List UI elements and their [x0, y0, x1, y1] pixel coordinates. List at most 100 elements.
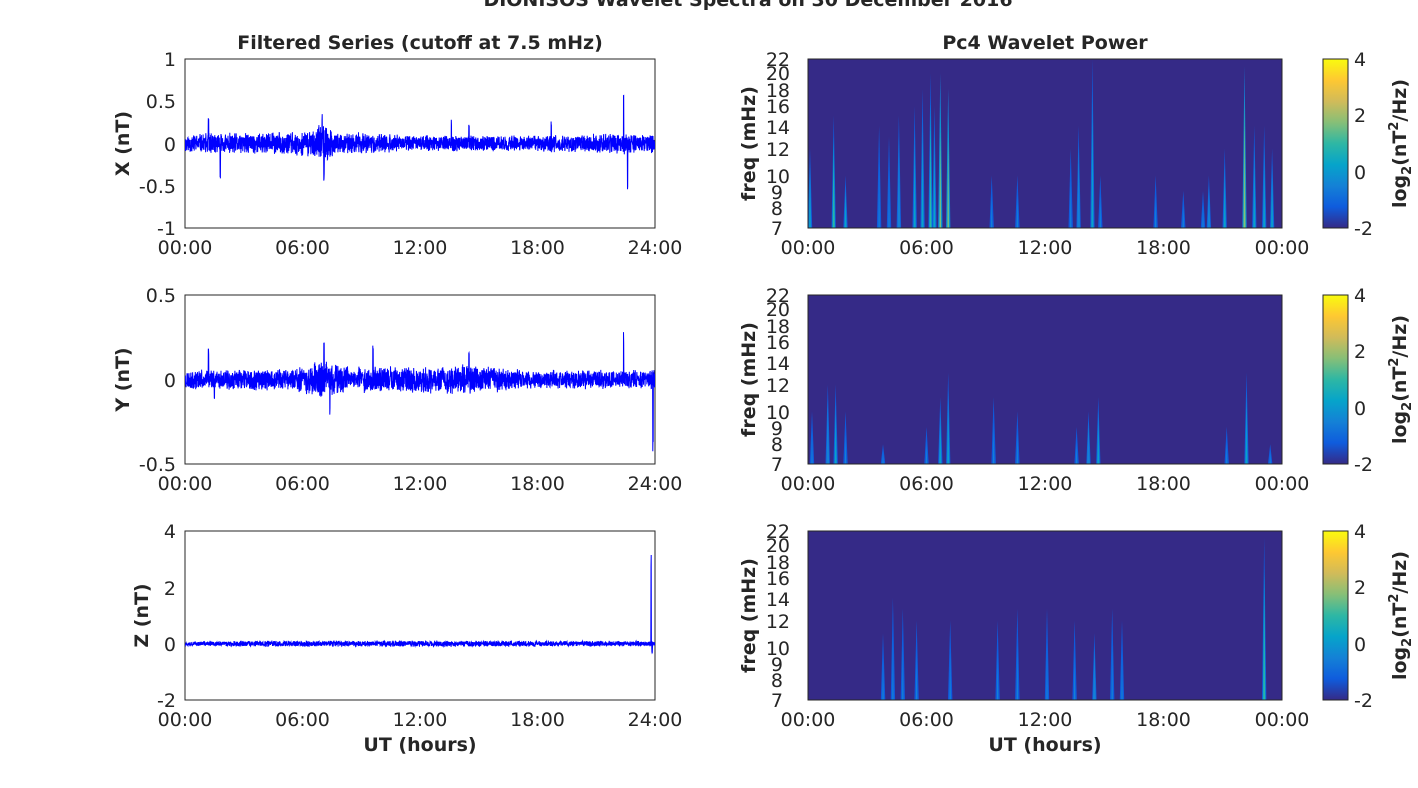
x-wavelet-panel: Pc4 Wavelet Power freq (mHz) 22 20 18 16…: [738, 32, 1415, 259]
x-colorbar-label: log2(nT2/Hz): [1387, 79, 1415, 208]
x-series-xtick: 24:00: [628, 237, 683, 259]
z-wavelet-ytick: 18: [766, 552, 790, 574]
y-series-xtick: 12:00: [393, 473, 448, 495]
wavelet-power-burst: [1075, 440, 1078, 464]
x-series-xtick: 00:00: [158, 237, 213, 259]
wavelet-power-burst: [882, 657, 884, 700]
z-wavelet-ytick: 14: [766, 589, 790, 611]
x-wavelet-yticks: 22 20 18 16 14 12 10 9 8 7: [766, 49, 790, 240]
x-wavelet-bursts: [807, 59, 1275, 229]
y-wavelet-xtick: 00:00: [781, 473, 836, 495]
wavelet-power-burst: [882, 451, 884, 464]
y-wavelet-xtick: 06:00: [899, 473, 954, 495]
z-wavelet-panel: freq (mHz) 22 20 18 16 14 12 10 9 8 7 00…: [738, 521, 1415, 756]
y-series-ylabel: Y (nT): [112, 347, 134, 412]
z-series-xlabel: UT (hours): [363, 734, 476, 756]
x-wavelet-ytick: 9: [771, 182, 783, 204]
wavelet-power-burst: [1111, 641, 1113, 700]
wavelet-power-burst: [1269, 451, 1271, 464]
wavelet-power-burst: [902, 641, 904, 700]
x-series-line: [185, 94, 655, 190]
wavelet-power-burst: [1202, 204, 1204, 228]
x-wavelet-title: Pc4 Wavelet Power: [942, 32, 1148, 54]
y-series-xtick: 06:00: [275, 473, 330, 495]
figure-suptitle: DIONISOS Wavelet Spectra on 30 December …: [483, 0, 1012, 11]
x-wavelet-ytick: 14: [766, 117, 790, 139]
x-series-yticks: 1 0.5 0 -0.5 -1: [139, 49, 176, 240]
wavelet-power-burst: [1016, 641, 1019, 700]
z-wavelet-ytick: 9: [771, 654, 783, 676]
x-wavelet-ytick: 10: [766, 166, 790, 188]
wavelet-power-burst: [1099, 194, 1101, 228]
y-series-xtick: 18:00: [510, 473, 565, 495]
z-series-xtick: 06:00: [275, 709, 330, 731]
z-series-axes: [184, 530, 656, 701]
wavelet-power-burst: [833, 156, 835, 228]
wavelet-power-burst: [834, 413, 837, 464]
wavelet-power-burst: [878, 162, 880, 228]
x-series-xtick: 12:00: [393, 237, 448, 259]
z-series-ytick: -2: [157, 690, 176, 712]
y-wavelet-panel: freq (mHz) 22 20 18 16 14 12 10 9 8 7 00…: [738, 285, 1415, 495]
x-series-ylabel: X (nT): [112, 111, 134, 176]
wavelet-power-burst: [1121, 649, 1123, 700]
x-wavelet-ytick: 8: [771, 198, 783, 220]
x-colorbar-gradient: [1322, 58, 1349, 229]
x-wavelet-colorbar: 4 2 0 -2 log2(nT2/Hz): [1322, 49, 1415, 240]
z-wavelet-xlabel: UT (hours): [988, 734, 1101, 756]
z-colorbar-tick: 0: [1354, 634, 1366, 656]
x-wavelet-axes: [807, 58, 1283, 229]
x-wavelet-ytick: 18: [766, 80, 790, 102]
y-series-ytick: 0: [164, 370, 176, 392]
y-wavelet-colorbar: 4 2 0 -2 log2(nT2/Hz): [1322, 285, 1415, 476]
wavelet-power-burst: [1093, 657, 1096, 700]
z-colorbar-tick: -2: [1354, 690, 1373, 712]
wavelet-power-burst: [888, 169, 890, 228]
wavelet-power-burst: [1016, 430, 1019, 464]
wavelet-power-burst: [1243, 124, 1246, 228]
x-series-ytick: -0.5: [139, 176, 176, 198]
x-wavelet-ytick: 22: [766, 49, 790, 71]
y-wavelet-ytick: 22: [766, 285, 790, 307]
y-series-line: [185, 332, 655, 452]
z-wavelet-ytick: 10: [766, 638, 790, 660]
x-wavelet-ytick: 16: [766, 96, 790, 118]
wavelet-power-burst: [992, 421, 995, 464]
z-series-ytick: 2: [164, 578, 176, 600]
wavelet-power-burst: [1097, 421, 1099, 464]
z-wavelet-xtick: 18:00: [1136, 709, 1191, 731]
wavelet-power-burst: [933, 149, 936, 228]
wavelet-power-burst: [947, 138, 949, 228]
z-wavelet-ytick: 20: [766, 535, 790, 557]
wavelet-power-burst: [1253, 162, 1255, 228]
z-wavelet-xtick: 00:00: [781, 709, 836, 731]
x-wavelet-xtick: 00:00: [781, 237, 836, 259]
z-wavelet-ytick: 22: [766, 521, 790, 543]
z-colorbar-tick: 4: [1354, 521, 1366, 543]
z-wavelet-ytick: 16: [766, 568, 790, 590]
x-colorbar-tick: 2: [1354, 105, 1366, 127]
z-colorbar-tick: 2: [1354, 577, 1366, 599]
wavelet-power-burst: [827, 413, 829, 464]
z-series-yticks: 4 2 0 -2: [157, 521, 176, 712]
y-wavelet-background: [808, 295, 1282, 464]
z-series-xtick: 24:00: [628, 709, 683, 731]
x-wavelet-xticks: 00:00 06:00 12:00 18:00 00:00: [781, 237, 1310, 259]
wavelet-power-burst: [1070, 177, 1072, 228]
wavelet-power-burst: [1154, 194, 1157, 228]
wavelet-power-burst: [1087, 430, 1090, 464]
y-wavelet-bursts: [809, 372, 1273, 464]
z-series-xtick: 12:00: [393, 709, 448, 731]
z-wavelet-bursts: [880, 537, 1267, 700]
wavelet-power-burst: [947, 405, 949, 464]
wavelet-power-burst: [921, 138, 924, 228]
wavelet-power-burst: [898, 156, 900, 228]
x-series-ytick: 0.5: [146, 91, 176, 113]
wavelet-power-burst: [844, 430, 847, 464]
x-series-title: Filtered Series (cutoff at 7.5 mHz): [237, 32, 603, 54]
z-series-line: [185, 554, 655, 655]
z-series-ytick: 0: [164, 634, 176, 656]
y-series-xtick: 00:00: [158, 473, 213, 495]
y-colorbar-tick: 4: [1354, 285, 1366, 307]
